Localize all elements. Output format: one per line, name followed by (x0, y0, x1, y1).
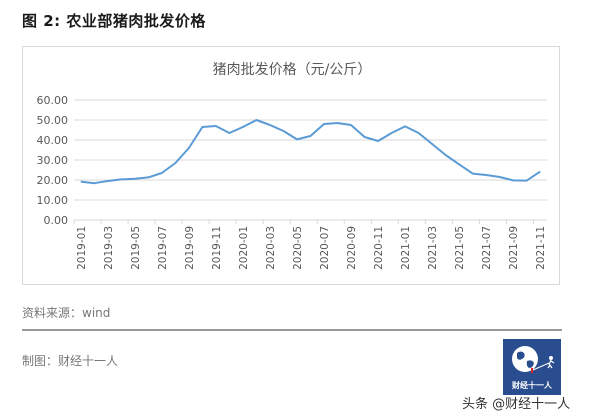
x-tick-label: 2021-11 (535, 226, 547, 270)
x-tick-label: 2019-05 (130, 226, 142, 270)
x-tick-label: 2019-11 (211, 226, 223, 270)
y-tick-label: 60.00 (37, 94, 69, 107)
x-tick-label: 2021-07 (481, 226, 493, 270)
y-tick-label: 30.00 (37, 154, 69, 167)
y-tick-label: 0.00 (44, 214, 69, 227)
x-tick-label: 2020-07 (319, 226, 331, 270)
y-tick-label: 20.00 (37, 174, 69, 187)
line-chart: 猪肉批发价格（元/公斤） 0.00 10.00 20.00 30.00 40.00 50.0… (37, 62, 548, 270)
x-tick-label: 2019-03 (103, 226, 115, 270)
x-tick-label: 2021-03 (427, 226, 439, 270)
data-line (80, 119, 541, 185)
chart-maker: 制图：财经十一人 (22, 354, 119, 368)
chart-container: 猪肉批发价格（元/公斤） 0.00 10.00 20.00 30.00 40.00 50.0… (22, 46, 560, 285)
y-tick-label: 40.00 (37, 134, 69, 147)
x-tick-label: 2019-09 (184, 226, 196, 270)
logo-text: 财经十一人 (512, 381, 552, 390)
x-tick-label: 2021-09 (508, 226, 520, 270)
data-source: 资料来源：wind (22, 306, 111, 320)
x-tick-label: 2020-03 (265, 226, 277, 270)
x-tick-label: 2019-07 (157, 226, 169, 270)
x-tick-label: 2019-01 (76, 226, 88, 270)
figure-title: 图 2: 农业部猪肉批发价格 (22, 12, 206, 30)
x-tick-label: 2021-01 (400, 226, 412, 270)
divider (22, 329, 562, 331)
x-tick-label: 2020-11 (373, 226, 385, 270)
y-tick-label: 10.00 (37, 194, 69, 207)
y-tick-label: 50.00 (37, 114, 69, 127)
chart-title: 猪肉批发价格（元/公斤） (213, 62, 372, 78)
x-tick-label: 2021-05 (454, 226, 466, 270)
x-tick-label: 2020-01 (238, 226, 250, 270)
watermark: 头条 @财经十一人 (462, 397, 571, 412)
x-tick-label: 2020-09 (346, 226, 358, 270)
brand-logo: 财经十一人 (503, 339, 561, 395)
globe-icon (512, 346, 555, 373)
x-tick-label: 2020-05 (292, 226, 304, 270)
